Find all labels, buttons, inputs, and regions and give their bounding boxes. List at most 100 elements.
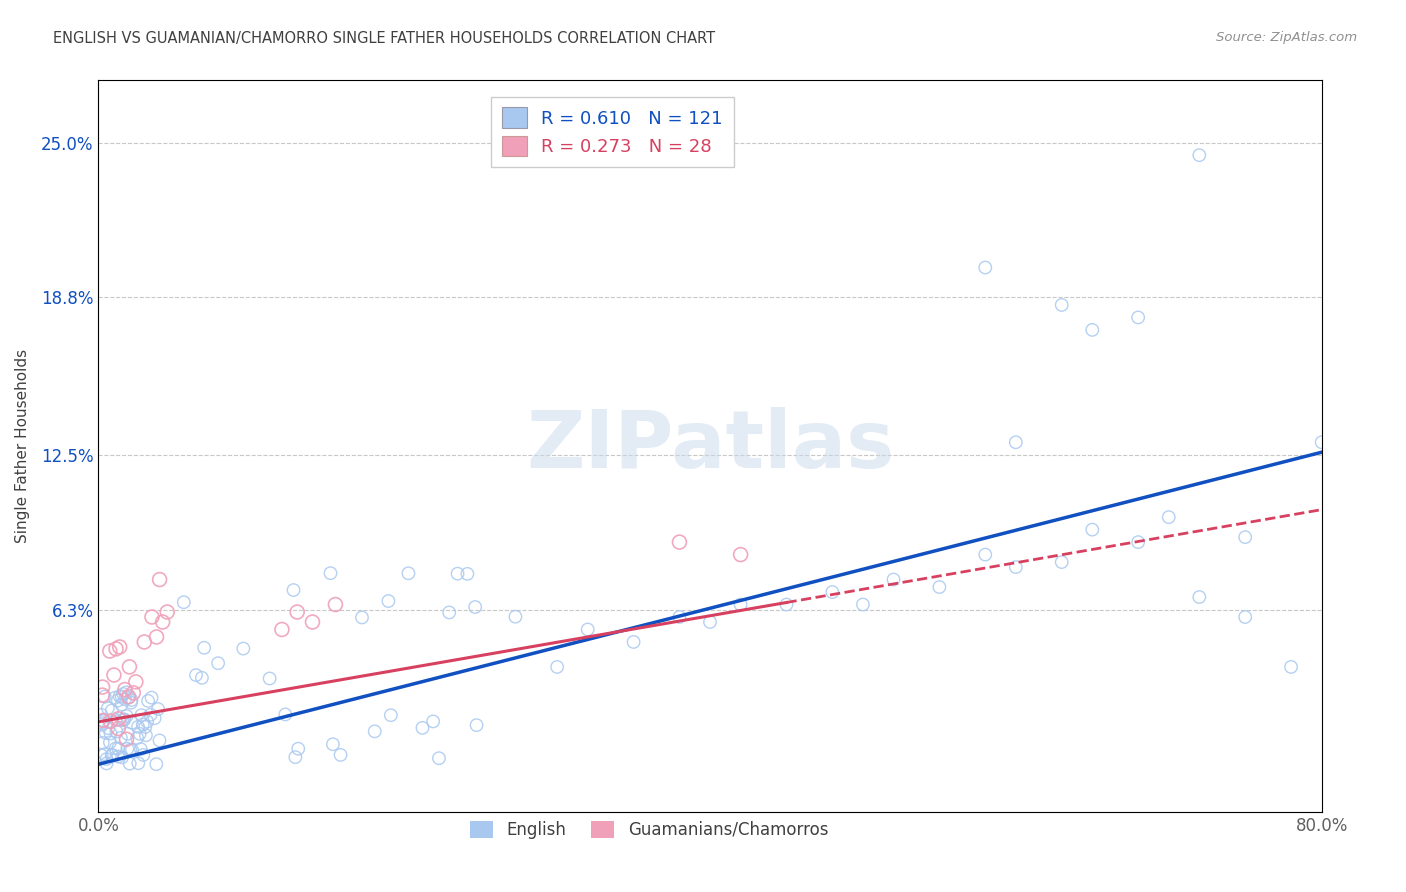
Point	[1128, 310, 1150, 325]
Point	[91, 714, 114, 728]
Point	[117, 741, 139, 756]
Point	[1004, 435, 1026, 450]
Point	[1310, 435, 1333, 450]
Text: Source: ZipAtlas.com: Source: ZipAtlas.com	[1216, 31, 1357, 45]
Point	[173, 595, 195, 609]
Point	[1081, 323, 1104, 337]
Point	[730, 548, 752, 562]
Point	[93, 690, 115, 704]
Point	[125, 674, 148, 689]
Point	[364, 724, 387, 739]
Point	[112, 712, 135, 726]
Point	[111, 750, 134, 764]
Point	[928, 580, 950, 594]
Point	[121, 743, 143, 757]
Point	[117, 690, 139, 704]
Point	[427, 751, 450, 765]
Point	[122, 686, 145, 700]
Point	[1050, 555, 1073, 569]
Point	[287, 741, 309, 756]
Point	[301, 615, 323, 629]
Point	[329, 747, 352, 762]
Point	[108, 689, 131, 703]
Point	[136, 694, 159, 708]
Point	[97, 721, 120, 735]
Point	[120, 742, 142, 756]
Point	[111, 713, 134, 727]
Point	[396, 566, 419, 581]
Point	[100, 748, 122, 763]
Point	[94, 726, 117, 740]
Point	[1081, 523, 1104, 537]
Point	[135, 728, 157, 742]
Point	[127, 731, 149, 745]
Point	[668, 610, 690, 624]
Point	[110, 731, 132, 745]
Point	[1128, 535, 1150, 549]
Point	[103, 668, 125, 682]
Point	[145, 630, 167, 644]
Point	[139, 707, 162, 722]
Point	[100, 726, 122, 740]
Point	[107, 722, 129, 736]
Point	[422, 714, 444, 729]
Point	[285, 605, 308, 619]
Point	[91, 716, 114, 731]
Point	[821, 585, 844, 599]
Point	[668, 535, 690, 549]
Point	[105, 724, 128, 739]
Point	[131, 708, 153, 723]
Point	[121, 693, 143, 707]
Point	[319, 566, 342, 581]
Point	[1050, 298, 1073, 312]
Point	[90, 717, 112, 731]
Point	[98, 644, 121, 658]
Point	[118, 756, 141, 771]
Point	[191, 671, 214, 685]
Point	[1234, 610, 1257, 624]
Point	[105, 641, 128, 656]
Point	[207, 656, 229, 670]
Point	[129, 742, 152, 756]
Point	[380, 708, 402, 723]
Point	[446, 566, 468, 581]
Point	[98, 735, 121, 749]
Point	[97, 701, 120, 715]
Point	[1234, 530, 1257, 544]
Point	[411, 721, 433, 735]
Legend: English, Guamanians/Chamorros: English, Guamanians/Chamorros	[461, 813, 837, 847]
Point	[505, 609, 527, 624]
Point	[149, 573, 172, 587]
Point	[115, 732, 138, 747]
Point	[156, 605, 179, 619]
Point	[115, 685, 138, 699]
Point	[730, 598, 752, 612]
Point	[145, 757, 167, 772]
Point	[377, 594, 399, 608]
Point	[974, 548, 997, 562]
Point	[115, 709, 138, 723]
Point	[974, 260, 997, 275]
Point	[107, 712, 129, 726]
Point	[118, 660, 141, 674]
Point	[284, 750, 307, 764]
Point	[101, 703, 124, 717]
Point	[110, 698, 132, 712]
Point	[121, 715, 143, 730]
Point	[699, 615, 721, 629]
Point	[132, 717, 155, 731]
Point	[259, 672, 281, 686]
Point	[325, 598, 347, 612]
Point	[883, 573, 905, 587]
Point	[127, 720, 149, 734]
Point	[141, 610, 163, 624]
Point	[104, 690, 127, 705]
Point	[322, 737, 344, 751]
Text: ENGLISH VS GUAMANIAN/CHAMORRO SINGLE FATHER HOUSEHOLDS CORRELATION CHART: ENGLISH VS GUAMANIAN/CHAMORRO SINGLE FAT…	[53, 31, 716, 46]
Point	[90, 748, 112, 763]
Point	[101, 747, 124, 762]
Point	[1004, 560, 1026, 574]
Point	[132, 747, 155, 762]
Point	[117, 690, 139, 705]
Point	[146, 702, 169, 716]
